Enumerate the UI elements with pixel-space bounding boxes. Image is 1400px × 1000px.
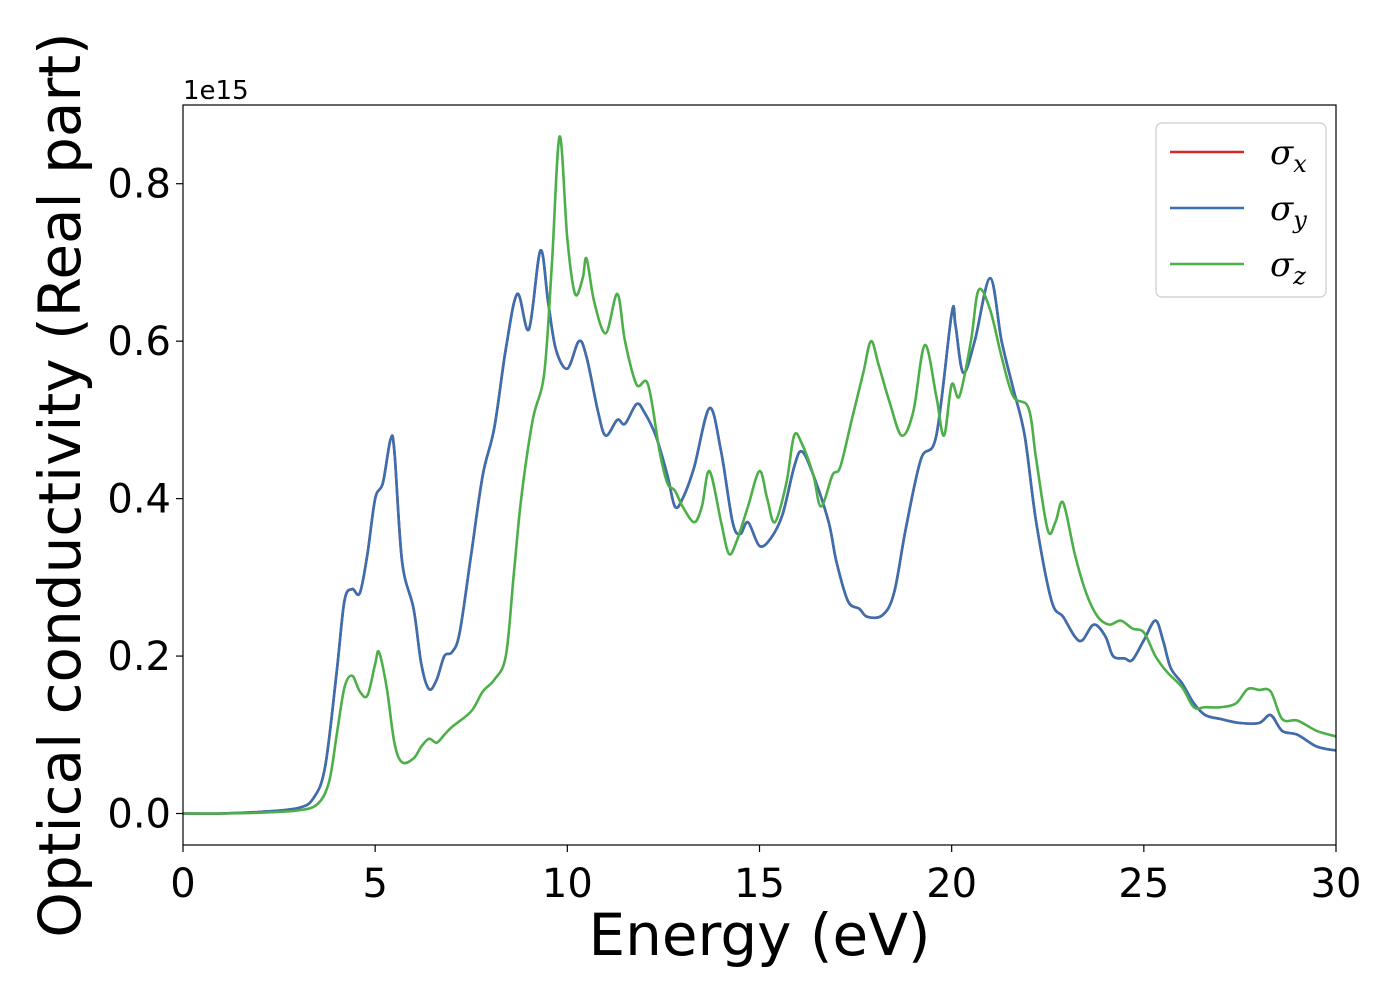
legend-label-symbol: σ <box>1270 133 1294 173</box>
legend-label-symbol: σ <box>1270 245 1294 285</box>
series-line-z <box>182 135 1337 815</box>
y-offset-label: 1e15 <box>183 76 249 106</box>
y-axis-title: Optical conductivity (Real part) <box>26 32 94 937</box>
x-tick-label: 10 <box>542 861 593 907</box>
x-tick-label: 15 <box>734 861 785 907</box>
y-tick-label: 0.8 <box>107 162 171 208</box>
legend-label-z: σz <box>1270 245 1306 290</box>
x-tick-label: 5 <box>362 861 387 907</box>
y-tick-label: 0.6 <box>107 319 171 365</box>
legend-label-subscript: y <box>1292 206 1307 234</box>
x-axis: 0 5 10 15 20 25 30 <box>170 845 1361 907</box>
legend-label-y: σy <box>1270 189 1307 234</box>
legend-label-subscript: z <box>1292 262 1306 290</box>
y-tick-label: 0.4 <box>107 477 171 523</box>
legend-box <box>1155 122 1327 298</box>
legend-label-x: σx <box>1270 133 1307 178</box>
plot-lines <box>182 135 1337 815</box>
series-line-y <box>182 249 1337 815</box>
y-tick-label: 0.0 <box>107 792 171 838</box>
legend-label-symbol: σ <box>1270 189 1294 229</box>
series-line-x <box>182 249 1337 815</box>
legend-label-subscript: x <box>1293 150 1307 178</box>
y-axis: 0.0 0.2 0.4 0.6 0.8 <box>107 162 183 838</box>
x-tick-label: 25 <box>1118 861 1169 907</box>
x-tick-label: 0 <box>170 861 195 907</box>
x-axis-title: Energy (eV) <box>588 901 930 969</box>
y-tick-label: 0.2 <box>107 634 171 680</box>
x-tick-label: 30 <box>1311 861 1362 907</box>
x-tick-label: 20 <box>926 861 977 907</box>
